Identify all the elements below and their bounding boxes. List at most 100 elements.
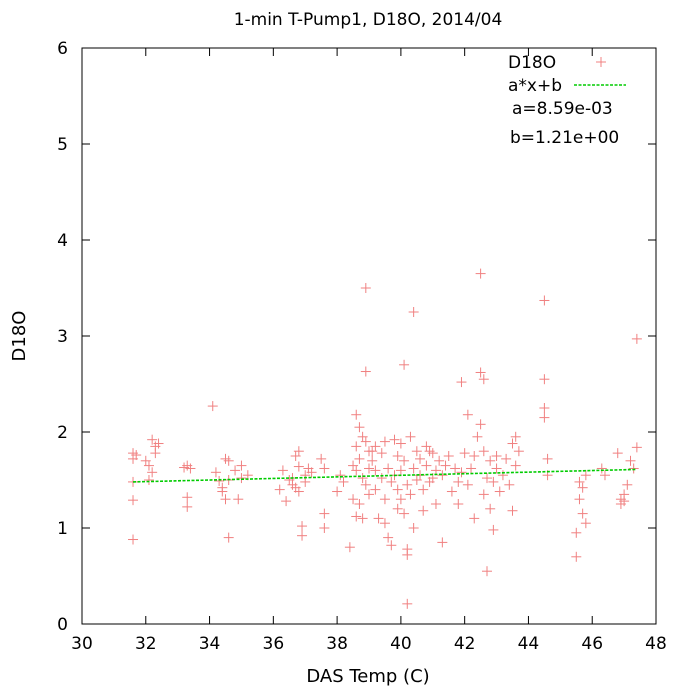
data-point	[364, 463, 374, 474]
data-point	[469, 513, 480, 524]
data-point	[571, 527, 582, 538]
data-point	[351, 409, 362, 420]
data-point	[386, 476, 397, 487]
data-point	[462, 479, 473, 490]
data-point	[383, 532, 394, 543]
data-point	[319, 463, 330, 474]
data-point	[434, 455, 445, 466]
data-point	[236, 473, 247, 484]
data-point	[399, 508, 410, 519]
data-point	[475, 419, 486, 430]
data-point	[335, 470, 346, 481]
data-point	[367, 455, 378, 466]
data-point	[577, 482, 588, 493]
data-point	[437, 537, 448, 548]
data-point	[450, 463, 461, 474]
data-point	[571, 551, 582, 562]
data-point	[459, 448, 470, 459]
y-axis-title: D18O	[9, 311, 30, 362]
data-point	[408, 523, 419, 533]
data-point	[481, 566, 492, 577]
data-point	[599, 470, 610, 481]
data-point	[207, 401, 218, 412]
data-point	[625, 455, 636, 466]
data-point	[478, 489, 489, 500]
data-point	[456, 467, 467, 478]
data-point	[507, 438, 518, 449]
scatter-points	[128, 268, 642, 609]
data-point	[236, 460, 247, 471]
data-point	[456, 377, 467, 388]
x-tick-label: 38	[326, 634, 348, 654]
x-axis-title: DAS Temp (C)	[306, 666, 429, 687]
data-point	[210, 467, 221, 478]
data-point	[223, 455, 234, 466]
y-tick-label: 3	[57, 327, 68, 347]
x-axis-ticks: 30 32 34 36 38 40 42 44 46 48	[71, 48, 667, 654]
data-point	[319, 523, 330, 533]
data-point	[316, 453, 327, 464]
data-point	[223, 532, 234, 543]
data-point	[185, 463, 196, 474]
data-point	[402, 549, 413, 560]
data-point	[376, 448, 387, 459]
data-point	[360, 283, 371, 293]
data-point	[497, 470, 508, 481]
data-point	[395, 465, 406, 476]
data-point	[293, 446, 304, 457]
data-point	[293, 486, 304, 497]
data-point	[274, 484, 285, 495]
data-point	[392, 503, 403, 514]
data-point	[612, 448, 623, 459]
data-point	[453, 499, 464, 509]
data-point	[580, 470, 591, 481]
data-point	[485, 455, 496, 466]
data-point	[507, 505, 518, 516]
data-point	[574, 494, 585, 505]
data-point	[379, 436, 390, 447]
data-point	[415, 453, 426, 464]
data-point	[348, 494, 359, 505]
x-tick-label: 42	[454, 634, 476, 654]
x-tick-label: 44	[518, 634, 540, 654]
data-point	[399, 359, 410, 370]
data-point	[147, 467, 158, 478]
data-point	[392, 484, 403, 495]
data-point	[354, 499, 365, 509]
legend-label-d18o: D18O	[508, 53, 556, 73]
data-point	[338, 476, 349, 487]
data-point	[411, 446, 422, 457]
data-point	[475, 268, 486, 279]
data-point	[383, 463, 394, 474]
data-point	[402, 479, 413, 490]
data-point	[128, 534, 139, 545]
x-tick-label: 32	[135, 634, 157, 654]
data-point	[220, 494, 231, 505]
data-point	[354, 453, 365, 464]
data-point	[379, 494, 390, 505]
data-point	[631, 442, 642, 453]
data-point	[143, 460, 154, 471]
data-point	[472, 431, 483, 442]
data-point	[277, 465, 288, 476]
data-point	[539, 403, 550, 413]
data-point	[491, 451, 502, 461]
data-point	[408, 307, 419, 317]
data-point	[485, 503, 496, 514]
data-point	[466, 463, 477, 474]
data-point	[619, 496, 630, 507]
data-point	[539, 295, 550, 306]
data-point	[494, 486, 505, 497]
data-point	[510, 431, 521, 442]
data-point	[580, 518, 591, 529]
data-point	[182, 492, 193, 503]
data-point	[437, 470, 448, 481]
data-point	[281, 496, 292, 507]
data-point	[399, 455, 410, 466]
data-point	[360, 366, 371, 377]
data-point	[214, 475, 225, 486]
data-point	[446, 486, 457, 497]
data-point	[430, 499, 441, 509]
data-point	[481, 473, 492, 484]
